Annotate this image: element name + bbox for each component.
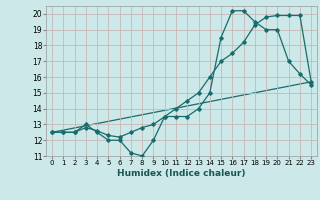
X-axis label: Humidex (Indice chaleur): Humidex (Indice chaleur)	[117, 169, 246, 178]
